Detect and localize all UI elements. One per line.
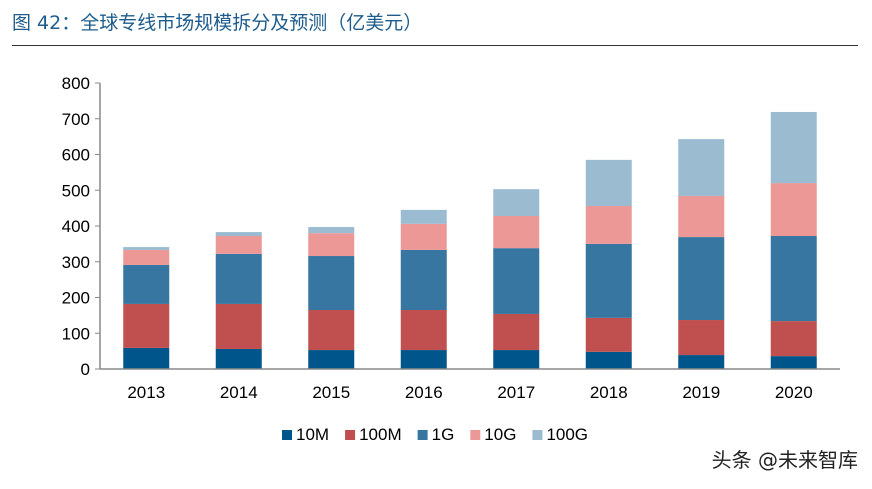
bar-1G-2017 — [493, 248, 540, 314]
bar-10G-2017 — [493, 215, 540, 249]
bar-100M-2020 — [770, 321, 817, 357]
bar-10M-2019 — [678, 355, 725, 369]
legend-swatch-10G — [470, 430, 481, 440]
bar-10G-2020 — [770, 183, 817, 237]
bar-1G-2019 — [678, 237, 725, 321]
bar-100M-2018 — [585, 317, 632, 352]
bar-100G-2014 — [215, 232, 262, 237]
bar-100G-2016 — [400, 209, 447, 224]
bar-10G-2019 — [678, 195, 725, 238]
y-tick-label: 300 — [62, 253, 90, 272]
x-tick-label: 2017 — [497, 383, 535, 402]
y-tick-label: 700 — [62, 110, 90, 129]
y-tick-label: 400 — [62, 217, 90, 236]
bar-100G-2018 — [585, 159, 632, 206]
bar-1G-2016 — [400, 249, 447, 311]
bar-100G-2013 — [123, 247, 170, 250]
x-tick-label: 2013 — [127, 383, 165, 402]
bar-100M-2016 — [400, 310, 447, 351]
y-tick-label: 200 — [62, 289, 90, 308]
bar-10G-2013 — [123, 249, 170, 265]
bar-1G-2018 — [585, 243, 632, 318]
bar-10M-2017 — [493, 350, 540, 369]
x-tick-label: 2015 — [312, 383, 350, 402]
legend-label-10G: 10G — [484, 425, 516, 444]
legend-swatch-1G — [417, 430, 428, 440]
legend-swatch-100G — [532, 430, 543, 440]
x-tick-label: 2016 — [405, 383, 443, 402]
legend-swatch-100M — [345, 430, 356, 440]
legend-label-100G: 100G — [546, 425, 588, 444]
bar-1G-2020 — [770, 236, 817, 322]
bar-10M-2020 — [770, 356, 817, 369]
bar-10M-2014 — [215, 348, 262, 369]
y-tick-label: 100 — [62, 324, 90, 343]
x-tick-label: 2019 — [682, 383, 720, 402]
y-tick-label: 500 — [62, 181, 90, 200]
bar-10G-2018 — [585, 205, 632, 244]
bar-10G-2015 — [308, 233, 355, 257]
legend-label-10M: 10M — [296, 425, 329, 444]
x-tick-label: 2014 — [220, 383, 258, 402]
bar-1G-2015 — [308, 256, 355, 311]
bar-10M-2018 — [585, 351, 632, 369]
bar-10M-2016 — [400, 350, 447, 369]
y-tick-label: 0 — [81, 360, 90, 379]
bar-100G-2020 — [770, 111, 817, 184]
bar-10M-2013 — [123, 347, 170, 369]
bar-10G-2014 — [215, 236, 262, 254]
bar-100M-2015 — [308, 310, 355, 351]
watermark: 头条 @未来智库 — [711, 448, 858, 472]
bar-10M-2015 — [308, 350, 355, 369]
legend-swatch-10M — [282, 430, 292, 440]
bar-100M-2017 — [493, 313, 540, 351]
x-tick-label: 2020 — [775, 383, 813, 402]
legend-label-1G: 1G — [432, 425, 455, 444]
y-tick-label: 600 — [62, 146, 90, 165]
bar-100M-2014 — [215, 303, 262, 349]
bar-100M-2013 — [123, 303, 170, 348]
x-tick-label: 2018 — [590, 383, 628, 402]
bar-1G-2013 — [123, 264, 170, 304]
bar-100M-2019 — [678, 320, 725, 356]
chart-title: 图 42：全球专线市场规模拆分及预测（亿美元） — [12, 12, 423, 34]
bar-10G-2016 — [400, 223, 447, 250]
bar-100G-2015 — [308, 227, 355, 234]
bar-1G-2014 — [215, 253, 262, 304]
title-divider — [12, 45, 858, 46]
bar-100G-2019 — [678, 139, 725, 196]
bar-100G-2017 — [493, 189, 540, 216]
y-tick-label: 800 — [62, 74, 90, 93]
legend-label-100M: 100M — [359, 425, 402, 444]
